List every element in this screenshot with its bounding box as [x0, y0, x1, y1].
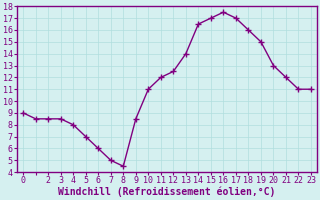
X-axis label: Windchill (Refroidissement éolien,°C): Windchill (Refroidissement éolien,°C)	[58, 187, 276, 197]
